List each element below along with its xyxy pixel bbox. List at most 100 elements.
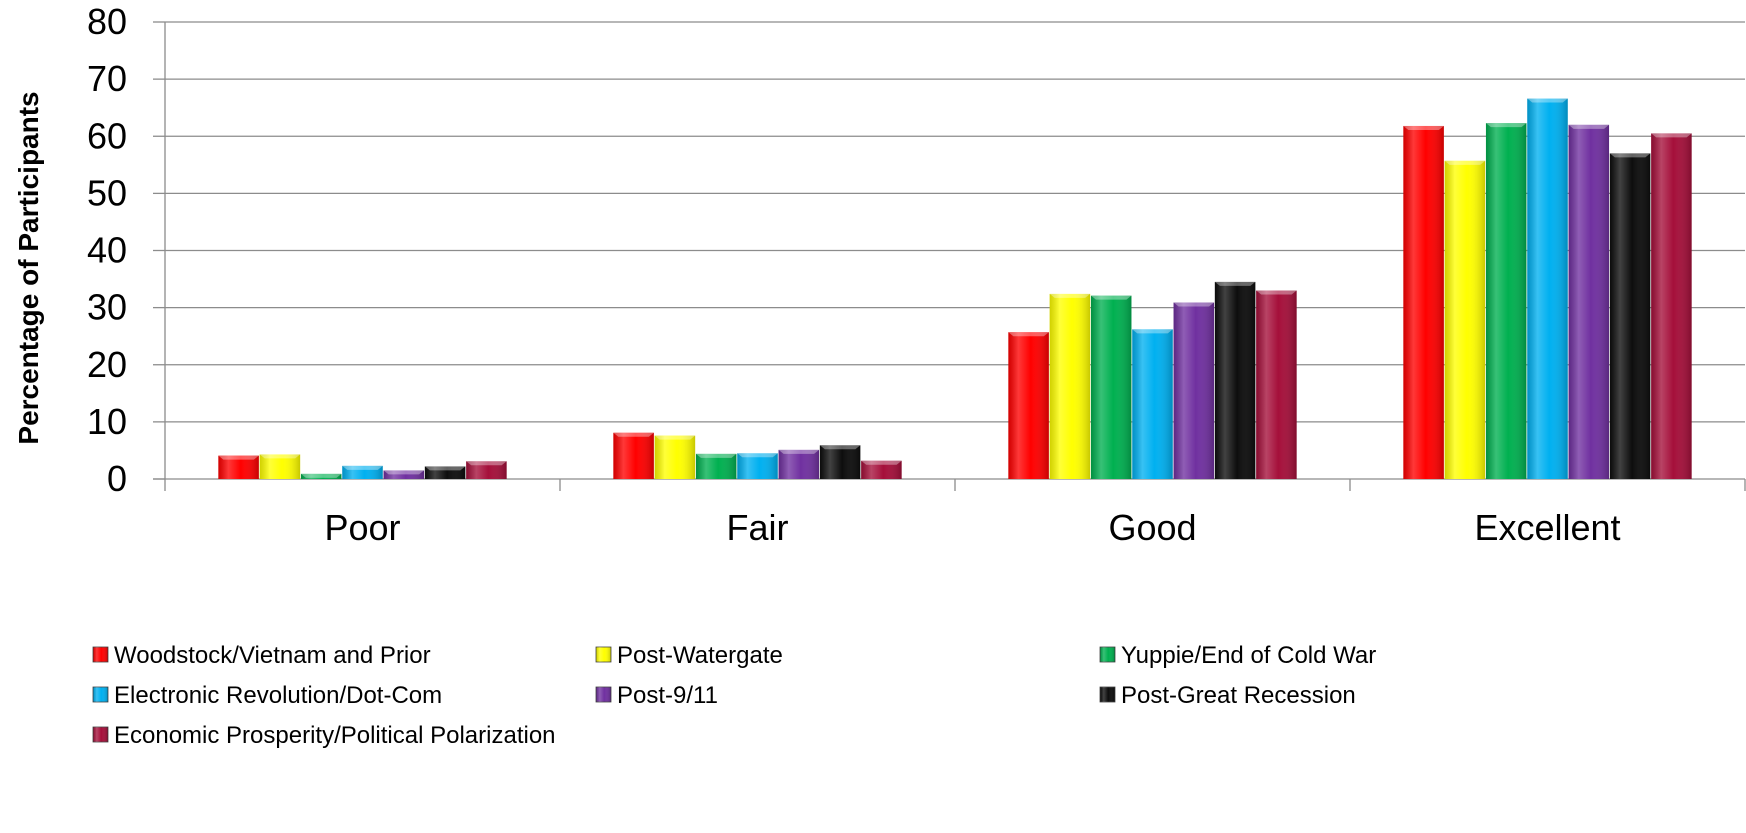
bar (1444, 160, 1486, 479)
bar-bevel (466, 461, 507, 466)
bar-bevel (424, 466, 466, 471)
bar-bevel (613, 432, 654, 437)
bar-shine (300, 473, 342, 479)
bar (1214, 281, 1256, 479)
legend-label: Economic Prosperity/Political Polarizati… (114, 722, 556, 749)
bar (424, 466, 466, 479)
bar-shine (259, 454, 301, 479)
bar (342, 465, 383, 479)
bar-bevel (1214, 281, 1256, 286)
bar-shine (654, 435, 696, 479)
y-tick-labels: 0 10 20 30 40 50 60 70 80 (87, 1, 127, 499)
bar (1173, 302, 1215, 479)
legend-swatch-shine (93, 687, 108, 702)
legend-swatch-shine (93, 647, 108, 662)
y-tick-label: 20 (87, 344, 127, 385)
x-tick-label: Fair (727, 507, 789, 548)
bar-shine (1049, 293, 1091, 479)
bar-shine (1090, 295, 1132, 479)
bar-shine (819, 445, 861, 479)
y-tick-label: 0 (107, 458, 127, 499)
legend-item: Woodstock/Vietnam and Prior (92, 642, 431, 669)
x-tick-label: Excellent (1474, 507, 1620, 548)
bar-bevel (1090, 295, 1132, 300)
y-tick-label: 60 (87, 115, 127, 156)
bar (654, 435, 696, 479)
y-tick-label: 40 (87, 230, 127, 271)
x-tick-label: Good (1108, 507, 1196, 548)
legend-item: Yuppie/End of Cold War (1099, 642, 1376, 669)
legend-item: Post-Watergate (595, 642, 783, 669)
bar-bevel (1049, 293, 1091, 298)
bar (1527, 98, 1568, 480)
bar-shine (1651, 133, 1692, 480)
y-tick-label: 30 (87, 287, 127, 328)
bar-shine (1568, 124, 1610, 479)
bar-shine (1214, 281, 1256, 479)
bar-shine (218, 455, 259, 479)
bar-shine (1132, 329, 1173, 479)
bar (1132, 329, 1173, 479)
legend: Woodstock/Vietnam and Prior Post-Watergat… (92, 642, 1376, 749)
legend-label: Yuppie/End of Cold War (1121, 642, 1376, 669)
y-tick-label: 70 (87, 58, 127, 99)
bar-bevel (737, 453, 778, 458)
bar (1609, 153, 1651, 479)
bar (819, 445, 861, 479)
y-axis-label: Percentage of Participants (13, 91, 44, 444)
legend-swatch-shine (1100, 687, 1115, 702)
bar-shine (466, 461, 507, 479)
bar-bevel (1609, 153, 1651, 158)
bar-bevel (300, 473, 342, 478)
bar-bevel (1651, 133, 1692, 138)
y-tick-label: 10 (87, 401, 127, 442)
bar-bevel (1527, 98, 1568, 103)
bar-shine (737, 453, 778, 479)
bar-shine (424, 466, 466, 479)
bar-bevel (259, 454, 301, 459)
bar (218, 455, 259, 479)
legend-item: Economic Prosperity/Political Polarizati… (92, 722, 556, 749)
bar-shine (861, 460, 902, 479)
bar-bevel (218, 455, 259, 460)
y-tick-label: 50 (87, 172, 127, 213)
bar-shine (1444, 160, 1486, 479)
legend-label: Post-9/11 (617, 682, 718, 709)
bar-bevel (342, 465, 383, 470)
legend-label: Post-Watergate (617, 642, 783, 669)
legend-label: Electronic Revolution/Dot-Com (114, 682, 442, 709)
bar-bevel (1256, 290, 1297, 295)
legend-swatch-shine (93, 727, 108, 742)
x-tick-label: Poor (324, 507, 400, 548)
bar (1256, 290, 1297, 479)
bar-bevel (1173, 302, 1215, 307)
bar-shine (342, 465, 383, 479)
bar-shine (1485, 123, 1527, 479)
bar (778, 449, 820, 479)
bar (300, 473, 342, 479)
bar (1090, 295, 1132, 479)
bar-shine (383, 470, 425, 479)
bar-shine (1609, 153, 1651, 479)
legend-swatch-shine (596, 647, 611, 662)
bar-shine (778, 449, 820, 479)
bar-shine (695, 453, 737, 479)
bar (466, 461, 507, 479)
bar (1403, 125, 1444, 479)
bars (218, 98, 1692, 480)
legend-label: Woodstock/Vietnam and Prior (114, 642, 431, 669)
bar-shine (1403, 125, 1444, 479)
bar-shine (1008, 332, 1049, 479)
bar (259, 454, 301, 479)
legend-swatch-shine (1100, 647, 1115, 662)
bar-bevel (819, 445, 861, 450)
bar-bevel (1444, 160, 1486, 165)
bar-bevel (1132, 329, 1173, 334)
legend-item: Post-Great Recession (1099, 682, 1356, 709)
bar-bevel (861, 460, 902, 465)
bar (1568, 124, 1610, 479)
bar-shine (1173, 302, 1215, 479)
bar (1049, 293, 1091, 479)
bar (1485, 123, 1527, 479)
